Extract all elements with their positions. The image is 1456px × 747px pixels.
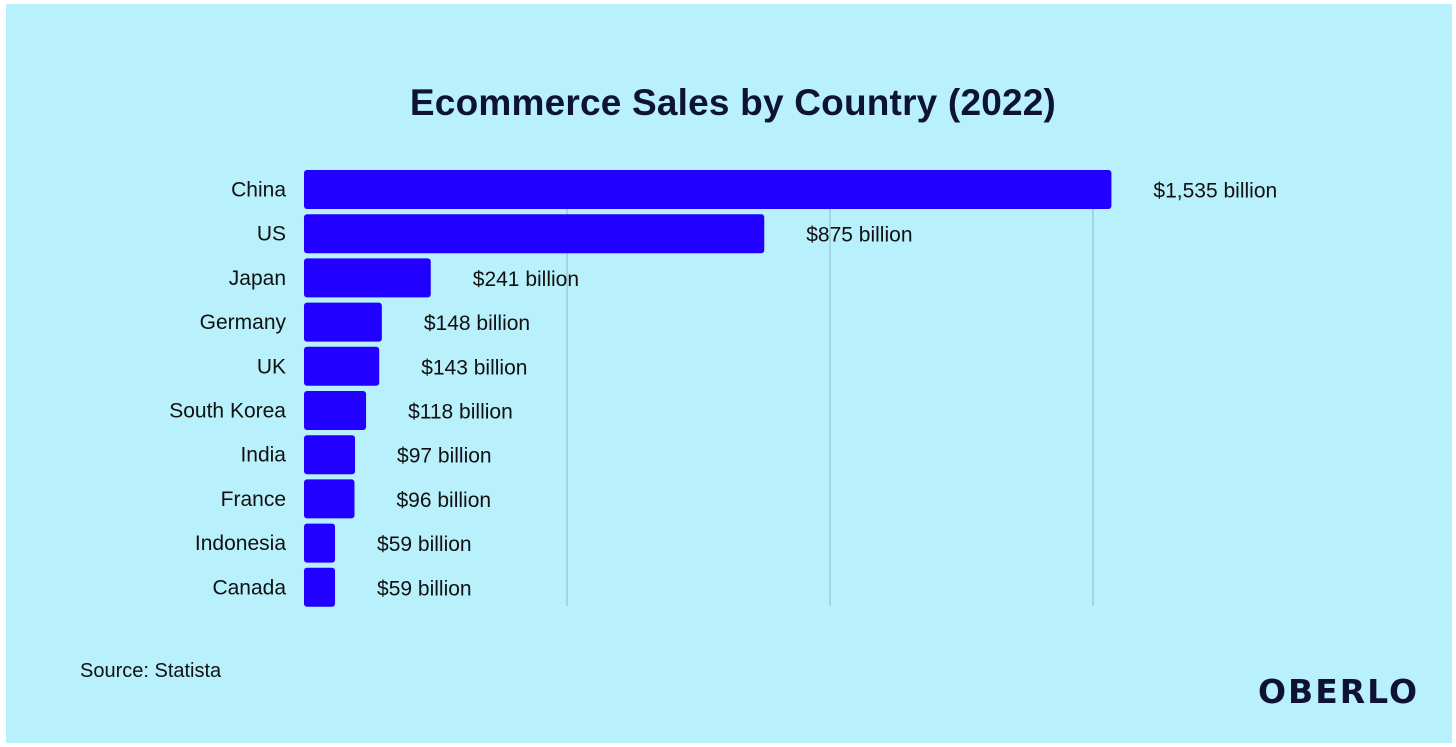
oberlo-logo: OBERLO — [1258, 672, 1420, 711]
category-label: Japan — [229, 267, 286, 290]
category-label: UK — [257, 355, 286, 378]
category-labels: China US Japan Germany UK South Korea India Fra… — [169, 179, 286, 600]
value-label: $143 billion — [421, 356, 527, 379]
value-label: $59 billion — [377, 577, 472, 600]
value-label: $148 billion — [424, 312, 530, 335]
bar-japan — [304, 258, 431, 298]
bar-germany — [304, 302, 382, 342]
chart-card — [6, 4, 1452, 743]
value-label: $97 billion — [397, 445, 492, 468]
bar-india — [304, 435, 356, 475]
bar-us — [304, 214, 765, 254]
bar-indonesia — [304, 523, 336, 563]
value-labels: $1,535 billion $875 billion $241 billion $1… — [377, 180, 1277, 601]
category-label: Germany — [200, 311, 287, 334]
value-label: $118 billion — [408, 401, 513, 424]
chart-title: Ecommerce Sales by Country (2022) — [409, 82, 1057, 123]
value-label: $875 billion — [806, 224, 912, 247]
bar-uk — [304, 346, 380, 386]
category-label: South Korea — [169, 400, 286, 423]
bars — [304, 170, 1112, 607]
value-label: $241 billion — [473, 268, 579, 291]
category-label: Indonesia — [195, 532, 286, 555]
category-label: US — [257, 223, 286, 246]
category-label: France — [221, 488, 286, 511]
category-label: Canada — [212, 576, 286, 599]
bar-canada — [304, 567, 336, 607]
category-label: China — [231, 179, 286, 202]
bar-france — [304, 479, 355, 519]
bar-south-korea — [304, 391, 367, 430]
value-label: $96 billion — [396, 489, 491, 512]
source-note: Source: Statista — [80, 660, 222, 682]
value-label: $59 billion — [377, 533, 472, 556]
category-label: India — [240, 444, 286, 467]
value-label: $1,535 billion — [1153, 180, 1277, 203]
bar-china — [304, 170, 1112, 209]
